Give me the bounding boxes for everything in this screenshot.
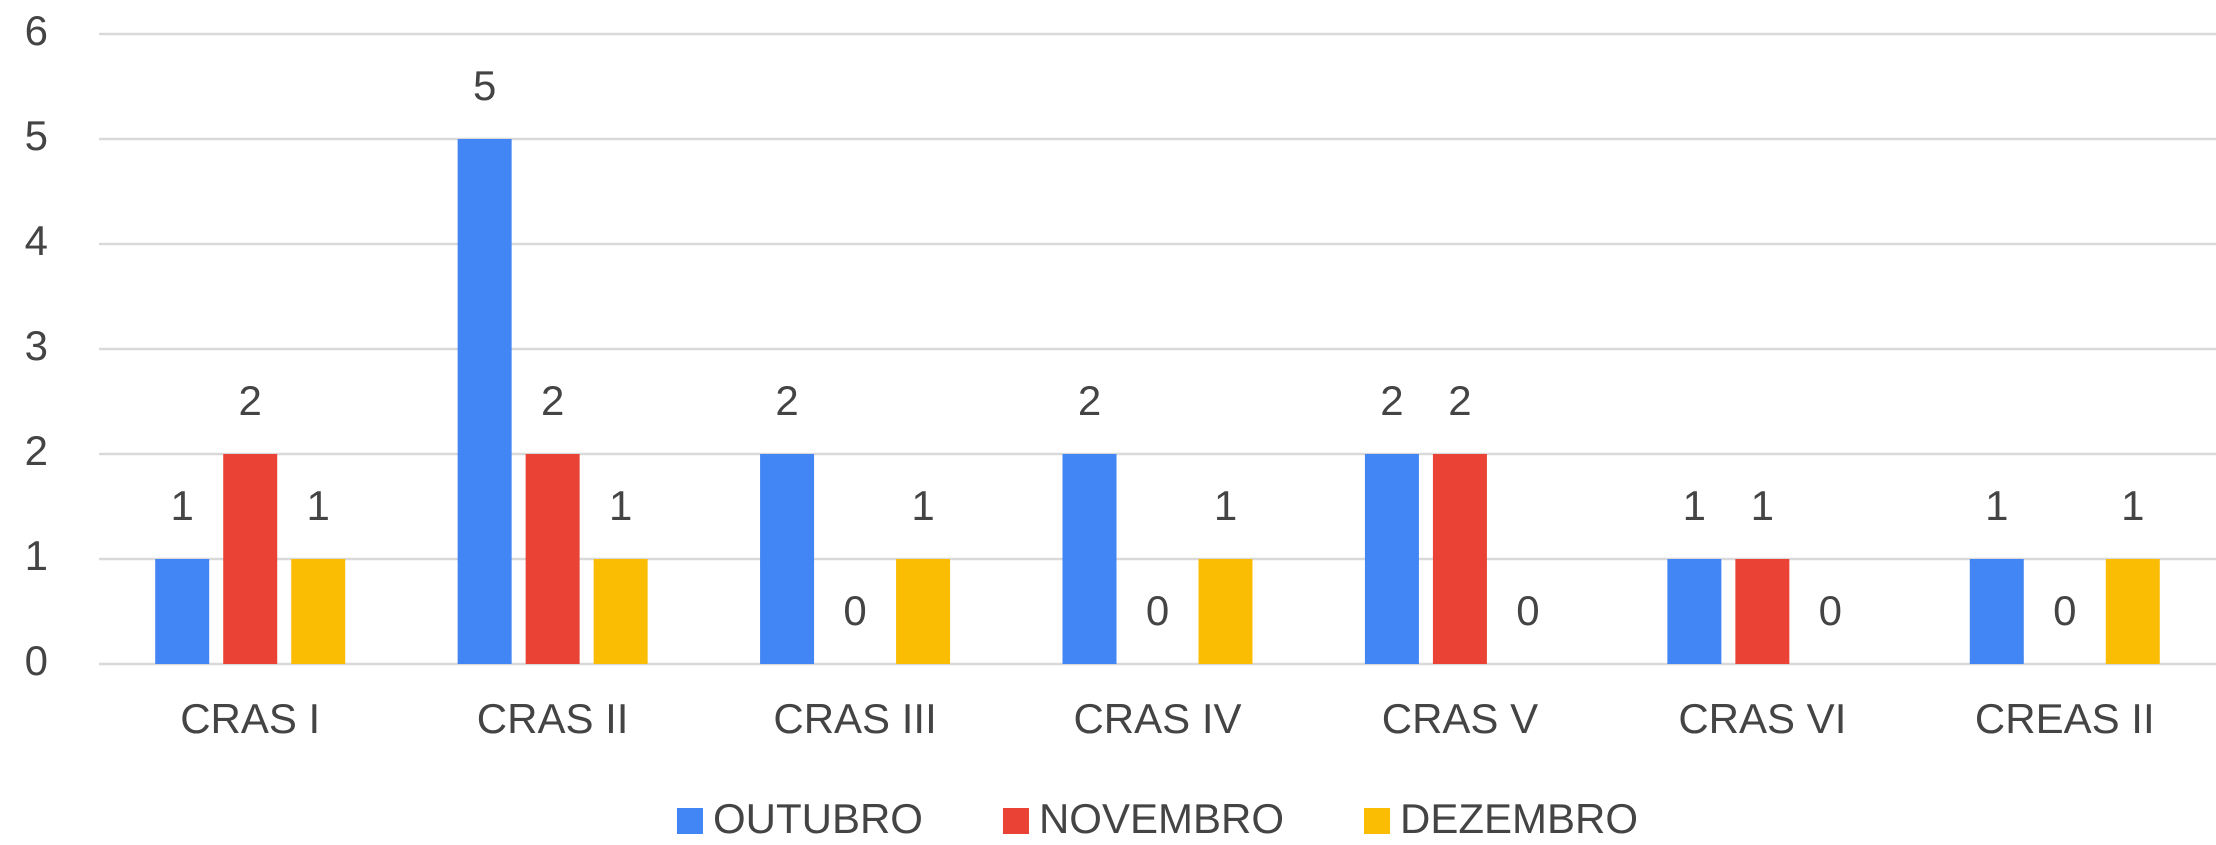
- legend-swatch: [1364, 808, 1391, 834]
- legend-label: DEZEMBRO: [1400, 795, 1638, 842]
- legend-label: NOVEMBRO: [1039, 795, 1284, 842]
- data-label: 2: [1078, 377, 1101, 424]
- y-tick-label: 1: [25, 532, 48, 579]
- y-tick-label: 4: [25, 217, 48, 264]
- bar: [457, 139, 512, 664]
- x-tick-label: CRAS V: [1382, 695, 1538, 742]
- bar: [1364, 454, 1419, 664]
- bar: [155, 559, 210, 664]
- bar: [896, 559, 951, 664]
- x-tick-label: CRAS I: [180, 695, 320, 742]
- data-label: 2: [239, 377, 262, 424]
- bar: [1667, 559, 1722, 664]
- x-tick-label: CRAS III: [773, 695, 936, 742]
- bar: [760, 454, 815, 664]
- data-label: 0: [843, 587, 866, 634]
- x-tick-label: CRAS II: [477, 695, 629, 742]
- legend-swatch: [1002, 808, 1029, 834]
- bar: [1735, 559, 1790, 664]
- bar: [593, 559, 648, 664]
- x-tick-label: CREAS II: [1975, 695, 2155, 742]
- data-label: 1: [1751, 482, 1774, 529]
- data-label: 1: [1683, 482, 1706, 529]
- data-label: 2: [1380, 377, 1403, 424]
- data-label: 0: [1146, 587, 1169, 634]
- bar: [525, 454, 580, 664]
- data-label: 1: [1985, 482, 2008, 529]
- bar: [1969, 559, 2024, 664]
- data-label: 5: [473, 62, 496, 109]
- bar: [2105, 559, 2160, 664]
- data-label: 1: [171, 482, 194, 529]
- y-tick-label: 0: [25, 637, 48, 684]
- y-tick-label: 3: [25, 322, 48, 369]
- data-label: 1: [307, 482, 330, 529]
- y-tick-label: 2: [25, 427, 48, 474]
- bar: [1432, 454, 1487, 664]
- legend-label: OUTUBRO: [713, 795, 923, 842]
- x-tick-label: CRAS VI: [1678, 695, 1846, 742]
- bar: [1062, 454, 1117, 664]
- bar: [291, 559, 346, 664]
- legend-swatch: [676, 808, 703, 834]
- y-tick-label: 5: [25, 112, 48, 159]
- data-label: 0: [1819, 587, 1842, 634]
- data-label: 2: [541, 377, 564, 424]
- data-label: 2: [775, 377, 798, 424]
- data-label: 2: [1448, 377, 1471, 424]
- data-label: 1: [2121, 482, 2144, 529]
- x-tick-label: CRAS IV: [1073, 695, 1241, 742]
- data-label: 1: [609, 482, 632, 529]
- data-label: 1: [911, 482, 934, 529]
- data-label: 0: [2053, 587, 2076, 634]
- bar: [223, 454, 278, 664]
- bar: [1198, 559, 1253, 664]
- data-label: 0: [1516, 587, 1539, 634]
- y-tick-label: 6: [25, 7, 48, 54]
- data-label: 1: [1214, 482, 1237, 529]
